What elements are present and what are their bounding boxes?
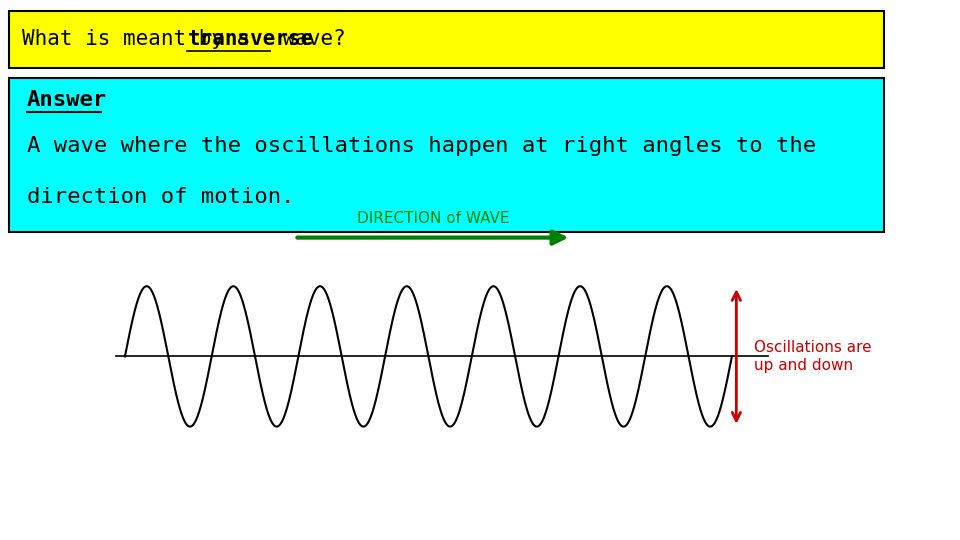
Text: What is meant by a: What is meant by a	[22, 29, 262, 49]
Text: Answer: Answer	[27, 90, 107, 110]
Text: Oscillations are
up and down: Oscillations are up and down	[755, 340, 872, 373]
FancyBboxPatch shape	[9, 11, 883, 68]
Text: transverse: transverse	[187, 29, 314, 49]
FancyBboxPatch shape	[9, 78, 883, 232]
Text: DIRECTION of WAVE: DIRECTION of WAVE	[356, 211, 509, 226]
Text: A wave where the oscillations happen at right angles to the: A wave where the oscillations happen at …	[27, 136, 816, 156]
Text: wave?: wave?	[270, 29, 346, 49]
Text: direction of motion.: direction of motion.	[27, 187, 295, 207]
